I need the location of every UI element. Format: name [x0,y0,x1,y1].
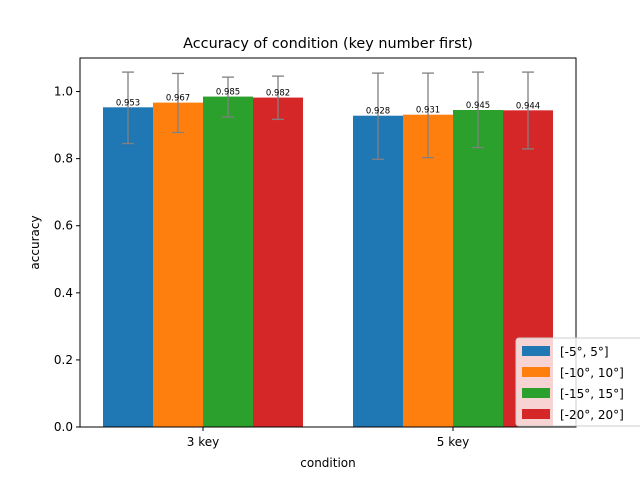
y-tick-label: 0.2 [54,353,73,367]
chart-title: Accuracy of condition (key number first) [183,36,473,52]
bar-3-2 [453,109,503,427]
y-axis-ticks: 0.0 0.2 0.4 0.6 0.8 1.0 [54,85,80,434]
value-label: 0.928 [366,107,390,117]
legend-swatch [522,346,550,356]
bar-1-1 [103,107,153,427]
bar-3-1 [203,96,253,427]
bar-2-1 [153,102,203,428]
legend-swatch [522,388,550,398]
legend-label: [-20°, 20°] [560,408,624,422]
value-label: 0.953 [116,98,140,108]
value-label: 0.944 [516,101,540,111]
value-label: 0.931 [416,106,440,116]
error-bars-group [122,71,534,160]
value-label: 0.967 [166,94,190,104]
value-label: 0.945 [466,101,490,111]
legend-label: [-10°, 10°] [560,366,624,380]
legend-swatch [522,367,550,377]
value-labels-group: 0.953 0.928 0.967 0.931 0.985 0.945 0.982 0.944 [116,88,540,117]
bar-4-1 [253,97,303,428]
legend-label: [-15°, 15°] [560,387,624,401]
x-tick-label: 5 key [437,435,469,449]
y-tick-label: 0.4 [54,286,73,300]
bars-group [103,96,553,428]
x-tick-label: 3 key [187,435,219,449]
x-axis-ticks: 3 key 5 key [187,427,469,449]
y-tick-label: 1.0 [54,85,73,99]
legend-swatch [522,409,550,419]
y-tick-label: 0.0 [54,420,73,434]
plot-frame [79,57,577,428]
legend-label: [-5°, 5°] [560,345,609,359]
x-axis-label: condition [300,456,355,470]
legend: [-5°, 5°] [-10°, 10°] [-15°, 15°] [-20°, 20… [515,337,640,427]
legend-box [515,337,640,427]
value-label: 0.985 [216,88,240,98]
bar-1-2 [353,115,403,427]
y-axis-label: accuracy [28,215,42,269]
value-label: 0.982 [266,89,290,99]
y-tick-label: 0.8 [54,152,73,166]
y-tick-label: 0.6 [54,219,73,233]
bar-2-2 [403,114,453,427]
